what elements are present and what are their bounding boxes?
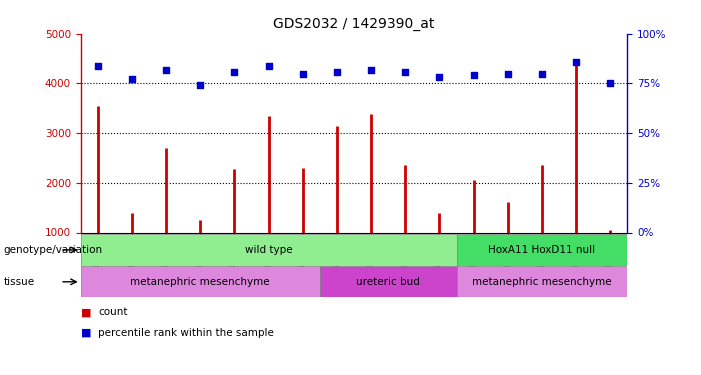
Text: ■: ■ — [81, 328, 91, 338]
Point — [126, 76, 137, 82]
Title: GDS2032 / 1429390_at: GDS2032 / 1429390_at — [273, 17, 435, 32]
Point — [229, 69, 240, 75]
Text: ureteric bud: ureteric bud — [356, 277, 420, 287]
Point — [263, 63, 274, 69]
Bar — [81, 234, 456, 266]
Point — [161, 66, 172, 72]
Text: metanephric mesenchyme: metanephric mesenchyme — [130, 277, 270, 287]
Bar — [320, 266, 456, 297]
Point — [468, 72, 479, 78]
Bar — [81, 266, 320, 297]
Text: metanephric mesenchyme: metanephric mesenchyme — [472, 277, 612, 287]
Bar — [456, 234, 627, 266]
Text: genotype/variation: genotype/variation — [4, 245, 102, 255]
Point — [195, 82, 206, 88]
Point — [502, 70, 513, 76]
Text: count: count — [98, 308, 128, 317]
Text: HoxA11 HoxD11 null: HoxA11 HoxD11 null — [489, 245, 596, 255]
Point — [297, 70, 308, 76]
Point — [400, 69, 411, 75]
Point — [92, 63, 103, 69]
Point — [571, 58, 582, 64]
Point — [365, 66, 376, 72]
Point — [605, 81, 616, 87]
Bar — [456, 266, 627, 297]
Text: wild type: wild type — [245, 245, 292, 255]
Text: percentile rank within the sample: percentile rank within the sample — [98, 328, 274, 338]
Point — [434, 75, 445, 81]
Text: ■: ■ — [81, 308, 91, 317]
Point — [332, 69, 343, 75]
Point — [536, 70, 547, 76]
Text: tissue: tissue — [4, 277, 34, 287]
